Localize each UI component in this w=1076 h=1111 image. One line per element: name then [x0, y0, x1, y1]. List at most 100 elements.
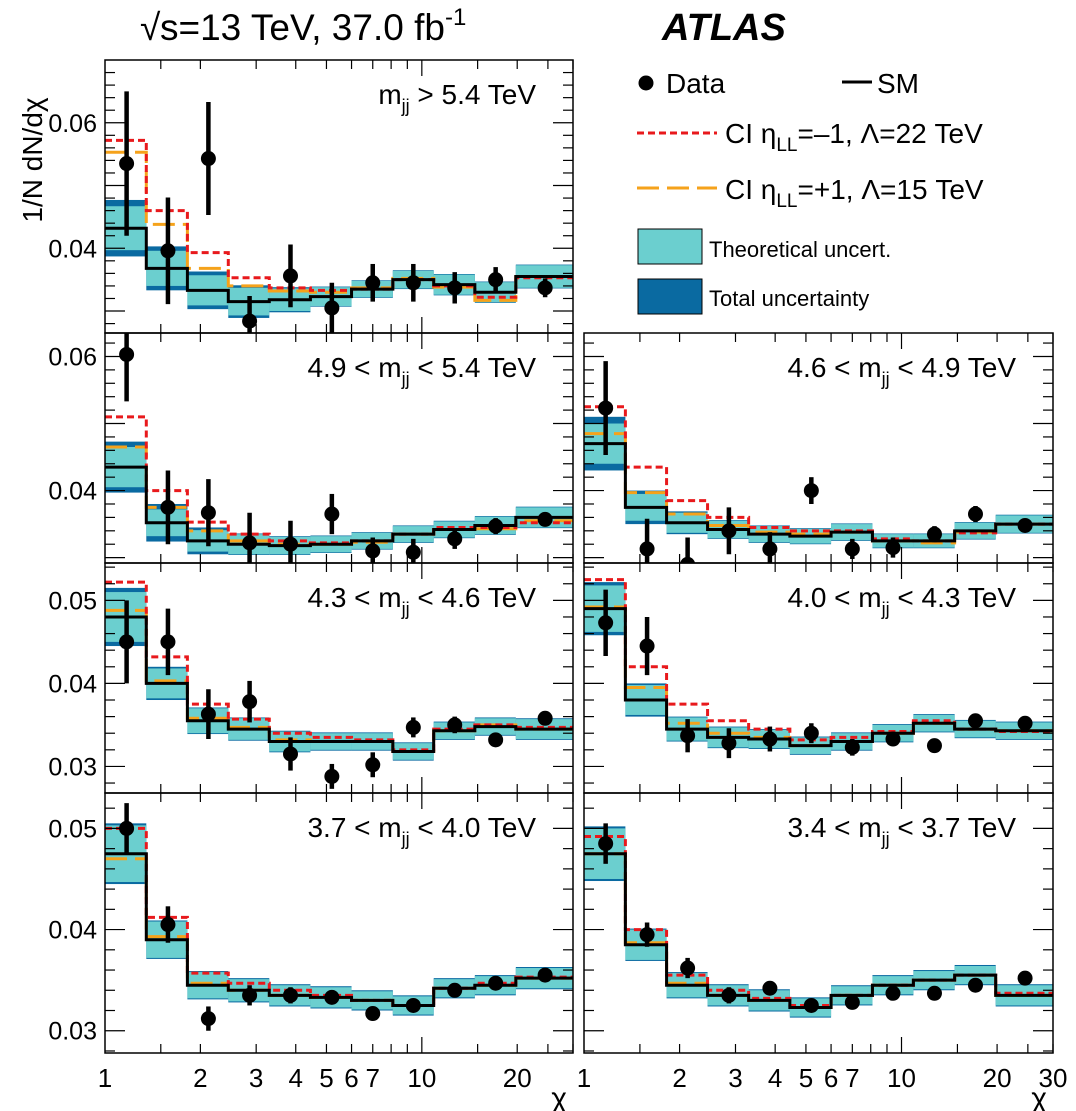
- data-point: [639, 638, 655, 654]
- data-point: [885, 540, 901, 556]
- data-point: [488, 732, 504, 748]
- x-tick-label: 4: [289, 1063, 303, 1093]
- data-point: [447, 531, 463, 547]
- data-point: [1017, 517, 1033, 533]
- y-axis-label: 1/N dN/dχ: [17, 97, 48, 222]
- data-point: [844, 541, 860, 557]
- x-tick-label: 2: [672, 1063, 686, 1093]
- panel-p1: 0.04 0.06 mjj > 5.4 TeV: [48, 59, 574, 334]
- legend-ci-minus-label: CI ηLL=–1, Λ=22 TeV: [725, 118, 983, 156]
- data-point: [365, 757, 381, 773]
- legend-total-label: Total uncertainty: [709, 286, 869, 311]
- energy-lumi-label: s=13 TeV, 37.0 fb-1: [160, 4, 466, 48]
- data-point: [488, 272, 504, 288]
- data-point: [365, 543, 381, 559]
- panel-p6: 0.03 0.04 0.05 3.7 < mjj < 4.0 TeV: [48, 792, 574, 1054]
- data-point: [1017, 970, 1033, 986]
- panel-title: mjj > 5.4 TeV: [378, 79, 536, 116]
- panel-p5: 4.0 < mjj < 4.3 TeV: [583, 562, 1054, 794]
- x-tick-label: 7: [366, 1063, 380, 1093]
- legend-sm-label: SM: [877, 68, 919, 99]
- data-point: [762, 731, 778, 747]
- data-point: [967, 713, 983, 729]
- data-point: [639, 541, 655, 557]
- data-point: [447, 280, 463, 296]
- x-tick-label: 3: [728, 1063, 742, 1093]
- panel-p2: 0.04 0.06 4.9 < mjj < 5.4 TeV: [48, 332, 574, 564]
- data-point: [200, 151, 216, 167]
- sm-line: [105, 615, 573, 753]
- x-tick-label: 30: [1039, 1063, 1068, 1093]
- panel-title: 4.0 < mjj < 4.3 TeV: [787, 582, 1016, 619]
- data-point: [242, 694, 258, 710]
- data-point: [324, 506, 340, 522]
- plot-area: [105, 580, 573, 789]
- experiment-label: ATLAS: [661, 7, 786, 49]
- data-point: [680, 960, 696, 976]
- y-tick-label: 0.05: [48, 815, 97, 843]
- data-point: [1017, 715, 1033, 731]
- data-point: [160, 499, 176, 515]
- data-point: [119, 156, 135, 172]
- data-point: [160, 634, 176, 650]
- panel-p7: 3.4 < mjj < 3.7 TeV: [583, 792, 1054, 1054]
- x-axis-label: χ: [1031, 1082, 1047, 1111]
- x-tick-label: 20: [983, 1063, 1012, 1093]
- data-point: [926, 738, 942, 754]
- data-point: [405, 275, 421, 291]
- legend-theory-label: Theoretical uncert.: [709, 237, 891, 262]
- data-point: [405, 719, 421, 735]
- ci-minus-line: [105, 580, 573, 752]
- data-point: [721, 523, 737, 539]
- data-point: [160, 917, 176, 933]
- data-point: [242, 987, 258, 1003]
- data-point: [119, 634, 135, 650]
- data-point: [926, 526, 942, 542]
- x-tick-label: 20: [503, 1063, 532, 1093]
- plot-area: [105, 91, 573, 333]
- legend-ci-plus-label: CI ηLL=+1, Λ=15 TeV: [725, 174, 984, 212]
- data-point: [537, 280, 553, 296]
- data-point: [365, 1006, 381, 1022]
- data-point: [200, 1011, 216, 1027]
- data-point: [885, 731, 901, 747]
- panel-title: 4.9 < mjj < 5.4 TeV: [307, 352, 536, 389]
- data-point: [242, 313, 258, 329]
- legend-theory-swatch: [637, 228, 703, 265]
- data-point: [639, 927, 655, 943]
- data-point: [844, 994, 860, 1010]
- x-tick-label: 1: [98, 1063, 112, 1093]
- data-point: [598, 615, 614, 631]
- data-point: [598, 836, 614, 852]
- data-point: [405, 544, 421, 560]
- data-point: [324, 768, 340, 784]
- panel-frame: [104, 792, 574, 1054]
- data-point: [282, 746, 298, 762]
- data-point: [488, 975, 504, 991]
- data-point: [926, 985, 942, 1001]
- data-point: [242, 535, 258, 551]
- sm-line: [584, 607, 1053, 748]
- legend-data-label: Data: [666, 68, 726, 99]
- sm-line: [584, 442, 1053, 543]
- figure-header: √ s=13 TeV, 37.0 fb-1 ATLAS: [140, 4, 786, 49]
- y-tick-label: 0.05: [48, 587, 97, 615]
- legend-total-swatch: [637, 278, 703, 315]
- y-tick-label: 0.04: [48, 917, 97, 945]
- data-point: [447, 982, 463, 998]
- data-point: [537, 511, 553, 527]
- panels: 0.04 0.06 mjj > 5.4 TeV 0.04 0.06 4.9 < mjj <…: [48, 59, 1054, 1054]
- y-tick-label: 0.03: [48, 1018, 97, 1046]
- data-point: [537, 967, 553, 983]
- data-point: [967, 506, 983, 522]
- data-point: [680, 728, 696, 744]
- sm-line: [105, 465, 573, 548]
- plot-area: [584, 361, 1053, 563]
- data-point: [365, 275, 381, 291]
- x-tick-label: 10: [407, 1063, 436, 1093]
- legend-data-marker: [638, 75, 654, 91]
- data-point: [119, 820, 135, 836]
- data-point: [200, 505, 216, 521]
- data-point: [405, 997, 421, 1013]
